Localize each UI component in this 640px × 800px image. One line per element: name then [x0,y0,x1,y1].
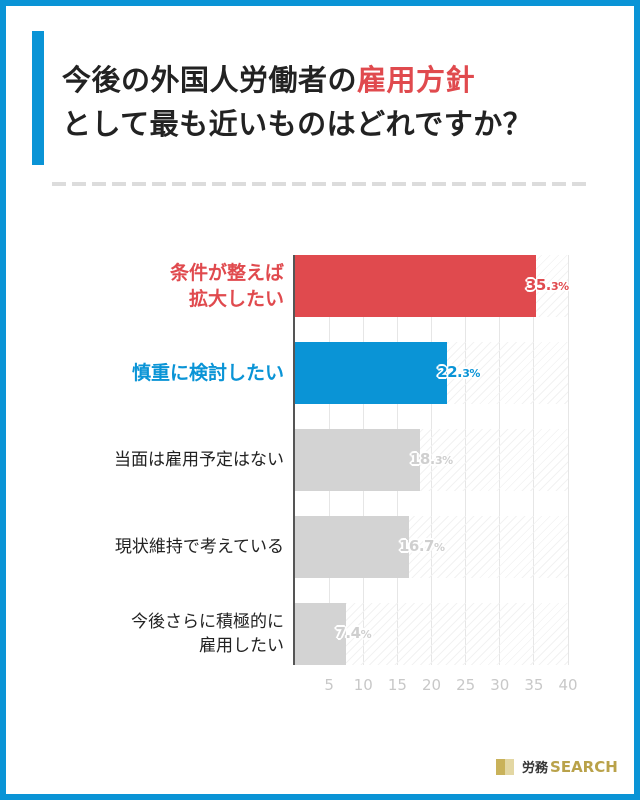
bar-value-label: 22.3% [437,363,480,381]
x-tick-label: 40 [558,676,578,694]
logo-text-jp: 労務 [522,761,549,776]
x-tick-label: 25 [456,676,476,694]
category-label: 条件が整えば 拡大したい [169,262,284,310]
bar [295,255,536,317]
x-tick-label: 35 [524,676,544,694]
gridline [567,255,569,665]
logo-text-en: SEARCH [550,757,618,776]
title-accent-bar [32,31,44,165]
x-tick-label: 15 [387,676,407,694]
y-axis-line [293,255,295,665]
chart-title: 今後の外国人労働者の雇用方針 として最も近いものはどれですか？ [62,58,532,146]
category-label: 慎重に検討したい [131,362,284,384]
bar [295,516,409,578]
bar-value-label: 7.4% [335,624,372,642]
book-logo-icon [496,758,516,775]
x-tick-label: 30 [490,676,510,694]
brand-logo: 労務 SEARCH [496,757,618,776]
x-tick-label: 10 [353,676,373,694]
dashed-divider [52,182,590,186]
title-line2: として最も近いものはどれですか？ [62,107,533,141]
title-line1: 今後の外国人労働者の [62,63,358,97]
category-label: 現状維持で考えている [114,537,284,557]
category-label: 当面は雇用予定はない [114,450,284,470]
category-label: 今後さらに積極的に 雇用したい [131,612,284,656]
bar-value-label: 18.3% [409,450,453,468]
x-tick-label: 20 [421,676,442,694]
bar-value-label: 35.3% [525,276,569,294]
bar [295,603,346,665]
x-tick-label: 5 [324,676,334,694]
bar-value-label: 16.7% [398,537,445,555]
title-highlight: 雇用方針 [357,63,476,97]
bar [295,429,420,491]
bar [295,342,448,404]
